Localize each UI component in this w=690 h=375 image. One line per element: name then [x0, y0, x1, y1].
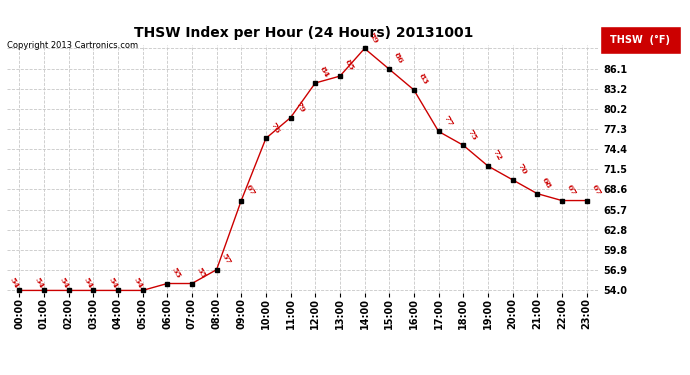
Text: 55: 55	[195, 266, 208, 280]
Text: 72: 72	[491, 148, 504, 162]
Text: 54: 54	[33, 276, 46, 290]
Text: 85: 85	[343, 58, 355, 72]
Text: 68: 68	[540, 176, 553, 190]
Text: 54: 54	[82, 276, 95, 290]
Text: 54: 54	[57, 276, 70, 290]
Text: 83: 83	[417, 72, 429, 86]
Text: 79: 79	[293, 100, 306, 114]
Text: 67: 67	[244, 183, 257, 197]
Text: 86: 86	[392, 51, 405, 66]
Text: 75: 75	[466, 128, 479, 142]
Text: THSW Index per Hour (24 Hours) 20131001: THSW Index per Hour (24 Hours) 20131001	[134, 26, 473, 40]
Text: 54: 54	[107, 276, 119, 290]
Text: 54: 54	[132, 276, 144, 290]
Text: 77: 77	[442, 114, 454, 128]
Text: 54: 54	[8, 276, 21, 290]
Text: 67: 67	[589, 183, 602, 197]
Text: 57: 57	[219, 252, 232, 266]
Text: 70: 70	[515, 162, 528, 176]
Text: 89: 89	[367, 31, 380, 45]
Text: THSW  (°F): THSW (°F)	[611, 35, 670, 45]
Text: 55: 55	[170, 266, 183, 280]
Text: 67: 67	[564, 183, 578, 197]
Text: 76: 76	[268, 121, 282, 135]
Text: 84: 84	[318, 65, 331, 80]
Text: Copyright 2013 Cartronics.com: Copyright 2013 Cartronics.com	[7, 41, 138, 50]
